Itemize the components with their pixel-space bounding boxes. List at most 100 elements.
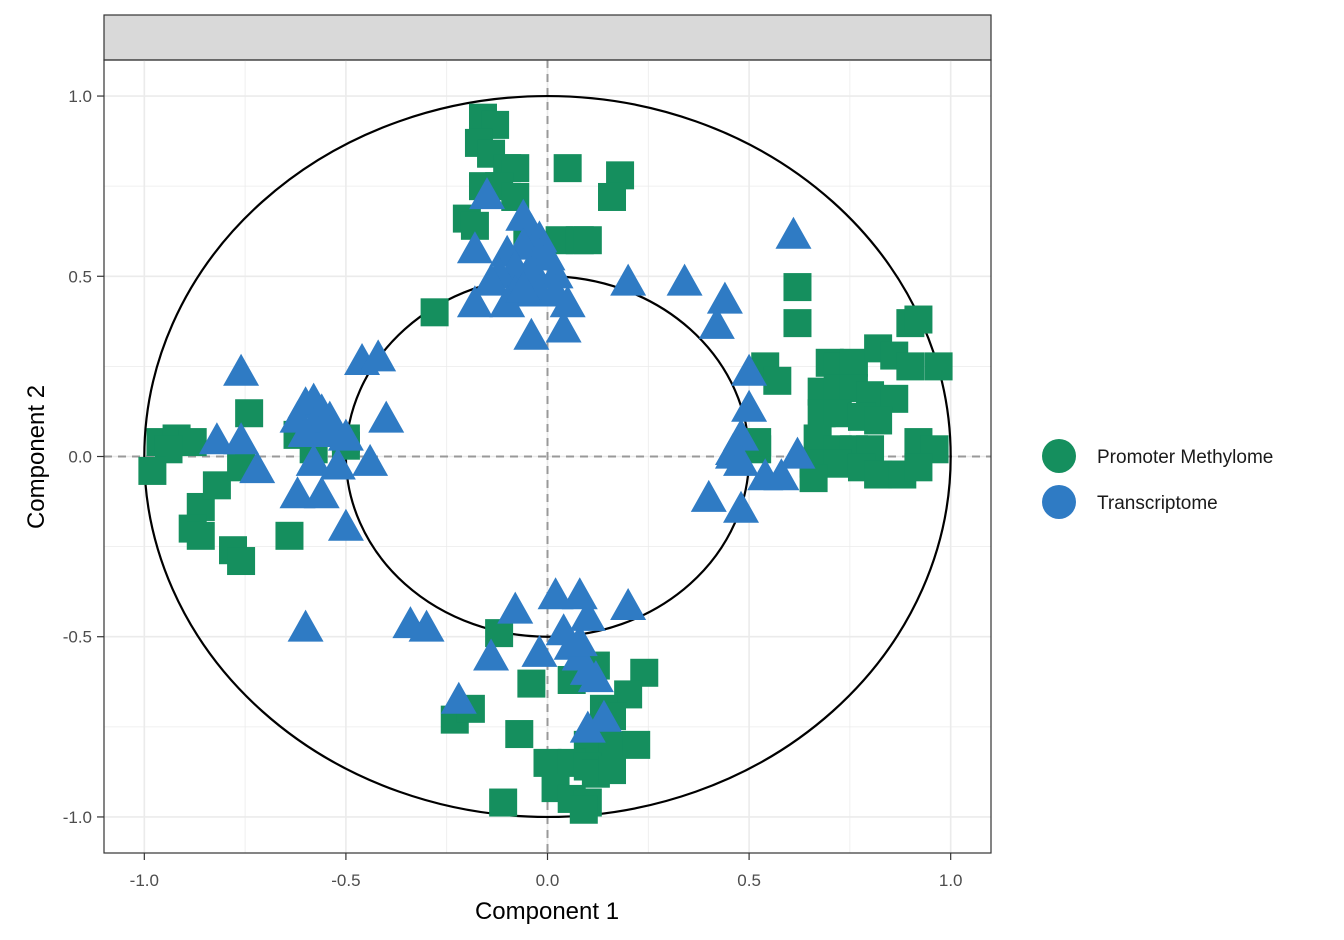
x-tick-label: 0.0 xyxy=(536,871,560,890)
x-tick-label: -1.0 xyxy=(130,871,159,890)
data-point-triangle xyxy=(763,458,800,491)
data-point-triangle xyxy=(327,508,364,541)
data-point-square xyxy=(783,309,812,338)
data-point-triangle xyxy=(561,624,598,657)
data-point-square xyxy=(896,352,925,381)
data-point-square xyxy=(505,720,534,749)
data-point-triangle xyxy=(545,310,582,343)
data-point-square xyxy=(569,795,598,824)
y-tick-label: -0.5 xyxy=(63,628,92,647)
data-point-triangle xyxy=(319,447,356,480)
y-tick-label: 0.0 xyxy=(68,448,92,467)
data-point-triangle xyxy=(779,436,816,469)
data-point-square xyxy=(864,406,893,435)
data-point-square xyxy=(186,521,215,550)
data-point-triangle xyxy=(440,681,477,714)
data-point-square xyxy=(598,756,627,785)
data-point-triangle xyxy=(368,400,405,433)
x-tick-label: 1.0 xyxy=(939,871,963,890)
axes: -1.0 -0.5 0.0 0.5 1.0 -1.0 -0.5 0.0 0.5 1.0 xyxy=(63,87,963,890)
data-point-triangle xyxy=(497,591,534,624)
data-point-square xyxy=(275,521,304,550)
data-point-square xyxy=(823,399,852,428)
data-point-triangle xyxy=(690,479,727,512)
data-point-square xyxy=(235,399,264,428)
x-tick-label: -0.5 xyxy=(331,871,360,890)
legend-key xyxy=(1042,439,1076,473)
data-point-triangle xyxy=(569,710,606,743)
data-point-square xyxy=(799,464,828,493)
series-triangle xyxy=(198,177,816,743)
data-points xyxy=(138,103,953,824)
data-point-square xyxy=(622,730,651,759)
data-point-square xyxy=(924,352,953,381)
data-point-triangle xyxy=(279,476,316,509)
data-point-square xyxy=(904,305,933,334)
data-point-square xyxy=(904,453,933,482)
data-point-triangle xyxy=(456,285,493,318)
data-point-triangle xyxy=(505,270,542,303)
data-point-square xyxy=(598,182,627,211)
outer-circle xyxy=(143,94,952,819)
data-point-triangle xyxy=(469,177,506,210)
data-point-triangle xyxy=(473,263,510,296)
data-point-square xyxy=(489,788,518,817)
data-point-triangle xyxy=(287,609,324,642)
data-point-triangle xyxy=(537,577,574,610)
facet-strip xyxy=(103,14,992,61)
legend-label: Transcriptome xyxy=(1097,493,1218,514)
legend-label: Promoter Methylome xyxy=(1097,447,1273,468)
x-tick-label: 0.5 xyxy=(737,871,761,890)
data-point-triangle xyxy=(731,389,768,422)
data-point-triangle xyxy=(610,588,647,621)
data-point-triangle xyxy=(456,231,493,264)
data-point-triangle xyxy=(549,285,586,318)
data-point-triangle xyxy=(610,263,647,296)
data-point-triangle xyxy=(223,353,260,386)
data-point-triangle xyxy=(239,451,276,484)
data-point-triangle xyxy=(360,339,397,372)
data-point-triangle xyxy=(577,660,614,693)
legend: Promoter Methylome Transcriptome xyxy=(1042,439,1273,519)
data-point-triangle xyxy=(775,216,812,249)
data-point-square xyxy=(573,226,602,255)
y-tick-label: 1.0 xyxy=(68,87,92,106)
data-point-triangle xyxy=(521,634,558,667)
data-point-triangle xyxy=(223,422,260,455)
data-point-triangle xyxy=(723,443,760,476)
data-point-triangle xyxy=(666,263,703,296)
data-point-square xyxy=(202,471,231,500)
data-point-square xyxy=(839,348,868,377)
data-point-square xyxy=(138,456,167,485)
data-point-triangle xyxy=(569,598,606,631)
data-point-square xyxy=(823,449,852,478)
data-point-triangle xyxy=(513,317,550,350)
data-point-square xyxy=(517,669,546,698)
data-point-square xyxy=(420,298,449,327)
data-point-square xyxy=(227,547,256,576)
data-point-square xyxy=(763,366,792,395)
series-square xyxy=(138,103,953,824)
data-point-square xyxy=(783,273,812,302)
data-point-square xyxy=(864,460,893,489)
data-point-square xyxy=(553,154,582,183)
y-tick-label: 0.5 xyxy=(68,267,92,286)
data-point-triangle xyxy=(327,418,364,451)
data-point-triangle xyxy=(352,443,389,476)
data-point-triangle xyxy=(303,476,340,509)
data-point-triangle xyxy=(698,306,735,339)
data-point-square xyxy=(598,730,627,759)
x-axis-title: Component 1 xyxy=(475,898,619,925)
data-point-triangle xyxy=(723,490,760,523)
data-point-triangle xyxy=(287,415,324,448)
legend-key xyxy=(1042,485,1076,519)
data-point-triangle xyxy=(537,256,574,289)
y-tick-label: -1.0 xyxy=(63,808,92,827)
data-point-triangle xyxy=(473,638,510,671)
data-point-triangle xyxy=(706,281,743,314)
y-axis-title: Component 2 xyxy=(23,385,50,529)
data-point-triangle xyxy=(295,443,332,476)
data-point-square xyxy=(533,748,562,777)
